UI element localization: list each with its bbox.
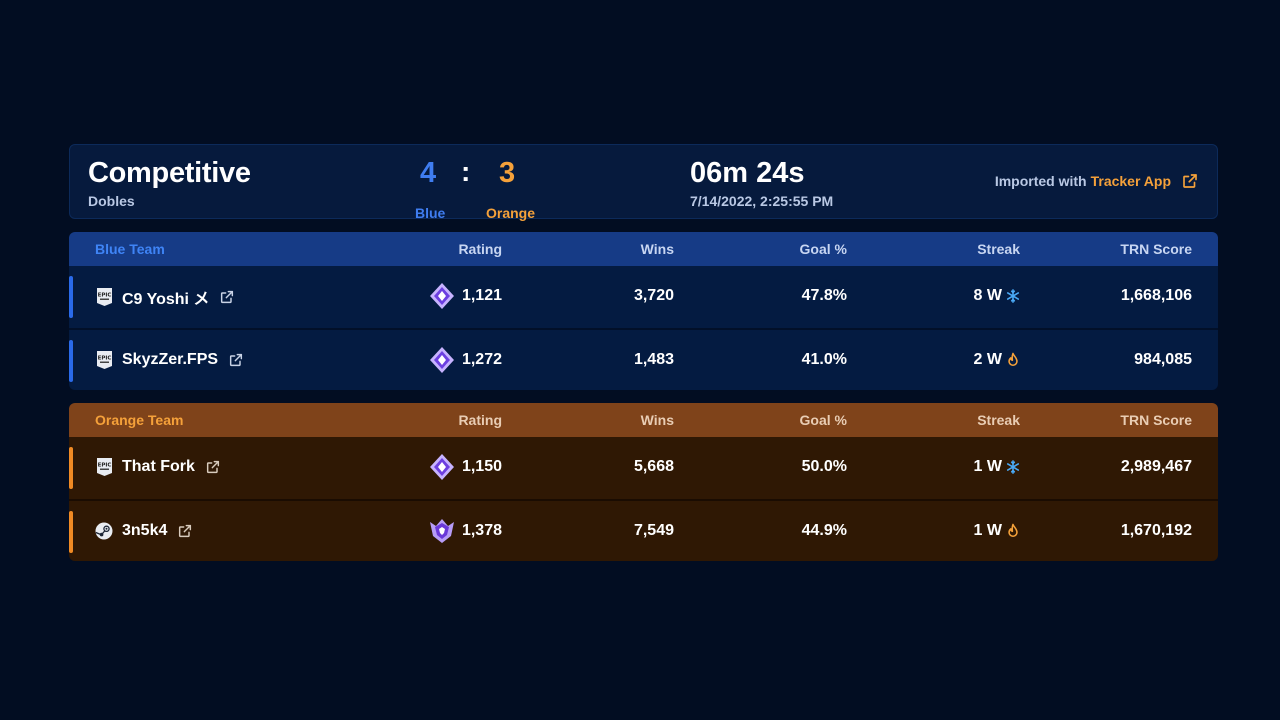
player-name[interactable]: C9 Yoshi メ [122, 291, 210, 308]
row-accent [69, 276, 73, 318]
table-row[interactable]: EPIC C9 Yoshi メ 1,121 3,720 47.8% 8 W 1,… [69, 266, 1218, 328]
blue-score: 4 [420, 157, 437, 189]
streak-value: 1 W [973, 522, 1002, 539]
svg-text:EPIC: EPIC [97, 356, 111, 362]
col-goal: Goal % [799, 412, 847, 428]
flame-icon [1008, 523, 1018, 538]
steam-icon [95, 520, 113, 542]
match-duration: 06m 24s 7/14/2022, 2:25:55 PM [690, 157, 833, 209]
game-mode: Competitive Dobles [88, 157, 251, 209]
table-row[interactable]: EPIC That Fork 1,150 5,668 50.0% 1 W 2,9… [69, 437, 1218, 499]
flame-icon [1008, 352, 1018, 367]
external-link-icon[interactable] [228, 352, 244, 368]
rating: 1,378 [428, 517, 502, 545]
wins-value: 7,549 [633, 522, 674, 539]
rating-value: 1,272 [461, 351, 502, 368]
goal-pct-value: 50.0% [801, 458, 847, 475]
mode-title: Competitive [88, 157, 251, 189]
snowflake-icon [1006, 289, 1020, 303]
streak: 2 W [974, 351, 1020, 369]
col-rating: Rating [458, 412, 502, 428]
epic-icon: EPIC [95, 456, 113, 478]
match-date: 7/14/2022, 2:25:55 PM [690, 193, 834, 209]
diamond-rank-icon [429, 283, 454, 309]
champion-rank-icon [429, 519, 454, 543]
wins-value: 5,668 [633, 458, 674, 475]
external-link-icon[interactable] [219, 289, 235, 305]
svg-text:EPIC: EPIC [97, 463, 111, 469]
goal-pct-value: 44.9% [801, 522, 847, 539]
player-name[interactable]: That Fork [122, 458, 195, 475]
rating-value: 1,378 [461, 522, 502, 539]
col-wins: Wins [640, 412, 674, 428]
goal-pct-value: 47.8% [801, 287, 847, 304]
streak: 1 W [974, 522, 1020, 540]
external-link-icon[interactable] [205, 459, 221, 475]
row-accent [69, 447, 73, 489]
rating: 1,121 [428, 282, 502, 310]
diamond-rank-icon [429, 454, 454, 480]
external-link-icon[interactable] [177, 523, 193, 539]
blue-team-header: Blue Team Rating Wins Goal % Streak TRN … [69, 232, 1218, 266]
goal-pct-value: 41.0% [801, 351, 847, 368]
col-rating: Rating [458, 241, 502, 257]
orange-score: 3 [499, 157, 516, 189]
wins-value: 1,483 [633, 351, 674, 368]
snowflake-icon [1006, 460, 1020, 474]
trn-score-value: 1,670,192 [1120, 522, 1192, 539]
svg-text:EPIC: EPIC [97, 293, 111, 299]
diamond-rank-icon [429, 347, 454, 373]
orange-team-header: Orange Team Rating Wins Goal % Streak TR… [69, 403, 1218, 437]
col-goal: Goal % [799, 241, 847, 257]
tracker-app-link[interactable]: Tracker App [1090, 173, 1171, 189]
rating: 1,150 [428, 453, 502, 481]
wins-value: 3,720 [633, 287, 674, 304]
col-wins: Wins [640, 241, 674, 257]
player: EPIC SkyzZer.FPS [95, 349, 244, 371]
row-accent [69, 340, 73, 382]
trn-score-value: 984,085 [1134, 351, 1192, 368]
match-summary-card: Competitive Dobles 4 : 3 Blue Orange 06m… [69, 144, 1218, 221]
rating: 1,272 [428, 346, 502, 374]
external-link-icon[interactable] [1181, 172, 1199, 190]
col-trn-score: TRN Score [1120, 412, 1192, 428]
col-streak: Streak [977, 241, 1020, 257]
blue-team-table: Blue Team Rating Wins Goal % Streak TRN … [69, 232, 1218, 390]
streak: 1 W [974, 458, 1020, 476]
col-streak: Streak [977, 412, 1020, 428]
player: EPIC C9 Yoshi メ [95, 285, 235, 309]
epic-icon: EPIC [95, 349, 113, 371]
epic-icon: EPIC [95, 286, 113, 308]
mode-playlist: Dobles [88, 193, 135, 209]
score-separator: : [461, 156, 471, 187]
orange-score-label: Orange [486, 205, 536, 221]
streak-value: 2 W [973, 351, 1002, 368]
imported-with: Imported with Tracker App [995, 172, 1199, 190]
streak: 8 W [974, 287, 1020, 305]
table-row[interactable]: EPIC SkyzZer.FPS 1,272 1,483 41.0% 2 W 9… [69, 328, 1218, 390]
streak-value: 8 W [973, 287, 1002, 304]
rating-value: 1,121 [461, 287, 502, 304]
row-accent [69, 511, 73, 553]
player-name[interactable]: 3n5k4 [122, 522, 168, 539]
match-score: 4 : 3 Blue Orange [400, 156, 550, 221]
table-row[interactable]: 3n5k4 1,378 7,549 44.9% 1 W 1,670,192 [69, 499, 1218, 561]
blue-score-label: Blue [415, 205, 446, 221]
col-trn-score: TRN Score [1120, 241, 1192, 257]
team-name: Blue Team [95, 241, 165, 257]
imported-prefix: Imported with [994, 173, 1087, 189]
team-name: Orange Team [95, 412, 184, 428]
player-name[interactable]: SkyzZer.FPS [122, 351, 219, 368]
trn-score-value: 2,989,467 [1120, 458, 1192, 475]
player: 3n5k4 [95, 520, 193, 542]
rating-value: 1,150 [461, 458, 502, 475]
streak-value: 1 W [973, 458, 1002, 475]
trn-score-value: 1,668,106 [1120, 287, 1192, 304]
player: EPIC That Fork [95, 456, 221, 478]
duration-time: 06m 24s [690, 157, 805, 189]
orange-team-table: Orange Team Rating Wins Goal % Streak TR… [69, 403, 1218, 561]
